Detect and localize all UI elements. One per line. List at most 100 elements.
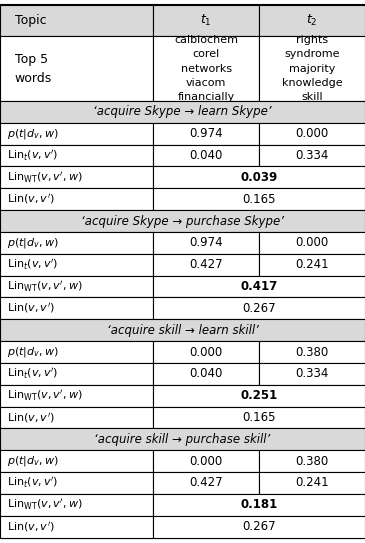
Bar (259, 144, 365, 167)
Text: Top 5
words: Top 5 words (15, 53, 52, 85)
Bar (153, 298, 365, 319)
Text: $\mathrm{Lin}_t(v, v')$: $\mathrm{Lin}_t(v, v')$ (7, 257, 59, 272)
Bar (0, 341, 153, 363)
Bar (259, 5, 365, 36)
Text: $p(t|d_v, w)$: $p(t|d_v, w)$ (7, 127, 59, 141)
Bar (0, 428, 365, 450)
Bar (0, 494, 153, 516)
Bar (153, 188, 365, 210)
Bar (0, 516, 153, 538)
Bar (259, 363, 365, 385)
Text: 0.974: 0.974 (189, 236, 223, 249)
Text: 0.427: 0.427 (189, 258, 223, 271)
Bar (259, 450, 365, 472)
Bar (0, 5, 153, 36)
Text: 0.000: 0.000 (295, 127, 329, 140)
Text: 0.165: 0.165 (242, 193, 276, 206)
Bar (0, 385, 153, 407)
Text: 0.417: 0.417 (241, 280, 278, 293)
Bar (259, 472, 365, 494)
Text: 0.000: 0.000 (189, 454, 223, 468)
Text: ‘acquire Skype → purchase Skype’: ‘acquire Skype → purchase Skype’ (81, 214, 284, 228)
Bar (0, 319, 365, 341)
Bar (0, 450, 153, 472)
Text: $\mathrm{Lin}_{\mathrm{WT}}(v, v', w)$: $\mathrm{Lin}_{\mathrm{WT}}(v, v', w)$ (7, 388, 83, 403)
Bar (153, 516, 365, 538)
Text: $p(t|d_v, w)$: $p(t|d_v, w)$ (7, 236, 59, 250)
Text: ‘acquire skill → learn skill’: ‘acquire skill → learn skill’ (107, 324, 258, 337)
Bar (153, 254, 259, 276)
Text: 0.040: 0.040 (189, 368, 223, 380)
Text: 0.241: 0.241 (295, 477, 329, 489)
Text: ‘acquire Skype → learn Skype’: ‘acquire Skype → learn Skype’ (93, 105, 272, 118)
Text: $\mathrm{Lin}(v, v')$: $\mathrm{Lin}(v, v')$ (7, 411, 55, 425)
Text: 0.000: 0.000 (189, 345, 223, 358)
Bar (0, 232, 153, 254)
Text: $p(t|d_v, w)$: $p(t|d_v, w)$ (7, 345, 59, 359)
Bar (259, 254, 365, 276)
Bar (153, 341, 259, 363)
Text: calbiochem
corel
networks
viacom
financially: calbiochem corel networks viacom financi… (174, 35, 238, 102)
Bar (153, 450, 259, 472)
Text: 0.334: 0.334 (295, 149, 329, 162)
Bar (153, 472, 259, 494)
Text: $p(t|d_v, w)$: $p(t|d_v, w)$ (7, 454, 59, 468)
Bar (153, 167, 365, 188)
Text: 0.241: 0.241 (295, 258, 329, 271)
Text: 0.380: 0.380 (295, 454, 329, 468)
Text: rights
syndrome
majority
knowledge
skill: rights syndrome majority knowledge skill (282, 35, 342, 102)
Text: 0.181: 0.181 (241, 498, 278, 512)
Bar (153, 407, 365, 428)
Bar (0, 101, 365, 123)
Text: $\mathrm{Lin}(v, v')$: $\mathrm{Lin}(v, v')$ (7, 192, 55, 206)
Bar (153, 276, 365, 298)
Text: $t_1$: $t_1$ (200, 13, 212, 28)
Bar (0, 123, 153, 144)
Bar (259, 36, 365, 101)
Text: 0.267: 0.267 (242, 520, 276, 533)
Bar (0, 363, 153, 385)
Bar (0, 36, 153, 101)
Bar (153, 144, 259, 167)
Bar (259, 123, 365, 144)
Text: ‘acquire skill → purchase skill’: ‘acquire skill → purchase skill’ (95, 433, 270, 446)
Text: 0.427: 0.427 (189, 477, 223, 489)
Text: 0.040: 0.040 (189, 149, 223, 162)
Bar (259, 232, 365, 254)
Bar (153, 5, 259, 36)
Text: 0.251: 0.251 (241, 389, 278, 402)
Text: $\mathrm{Lin}_{\mathrm{WT}}(v, v', w)$: $\mathrm{Lin}_{\mathrm{WT}}(v, v', w)$ (7, 170, 83, 185)
Bar (0, 167, 153, 188)
Text: 0.334: 0.334 (295, 368, 329, 380)
Bar (0, 210, 365, 232)
Text: 0.974: 0.974 (189, 127, 223, 140)
Text: $t_2$: $t_2$ (306, 13, 318, 28)
Bar (259, 341, 365, 363)
Bar (153, 494, 365, 516)
Text: 0.267: 0.267 (242, 302, 276, 315)
Text: 0.380: 0.380 (295, 345, 329, 358)
Text: 0.039: 0.039 (241, 171, 278, 184)
Text: $\mathrm{Lin}_{\mathrm{WT}}(v, v', w)$: $\mathrm{Lin}_{\mathrm{WT}}(v, v', w)$ (7, 497, 83, 512)
Bar (0, 276, 153, 298)
Text: 0.165: 0.165 (242, 411, 276, 424)
Bar (0, 472, 153, 494)
Bar (0, 407, 153, 428)
Bar (153, 385, 365, 407)
Text: Topic: Topic (15, 14, 46, 27)
Bar (0, 188, 153, 210)
Text: 0.000: 0.000 (295, 236, 329, 249)
Bar (153, 123, 259, 144)
Text: $\mathrm{Lin}_{\mathrm{WT}}(v, v', w)$: $\mathrm{Lin}_{\mathrm{WT}}(v, v', w)$ (7, 279, 83, 294)
Text: $\mathrm{Lin}(v, v')$: $\mathrm{Lin}(v, v')$ (7, 520, 55, 534)
Text: $\mathrm{Lin}_t(v, v')$: $\mathrm{Lin}_t(v, v')$ (7, 148, 59, 163)
Bar (153, 232, 259, 254)
Text: $\mathrm{Lin}(v, v')$: $\mathrm{Lin}(v, v')$ (7, 301, 55, 315)
Bar (153, 363, 259, 385)
Text: $\mathrm{Lin}_t(v, v')$: $\mathrm{Lin}_t(v, v')$ (7, 367, 59, 381)
Bar (153, 36, 259, 101)
Bar (0, 144, 153, 167)
Bar (0, 298, 153, 319)
Bar (0, 254, 153, 276)
Text: $\mathrm{Lin}_t(v, v')$: $\mathrm{Lin}_t(v, v')$ (7, 476, 59, 490)
